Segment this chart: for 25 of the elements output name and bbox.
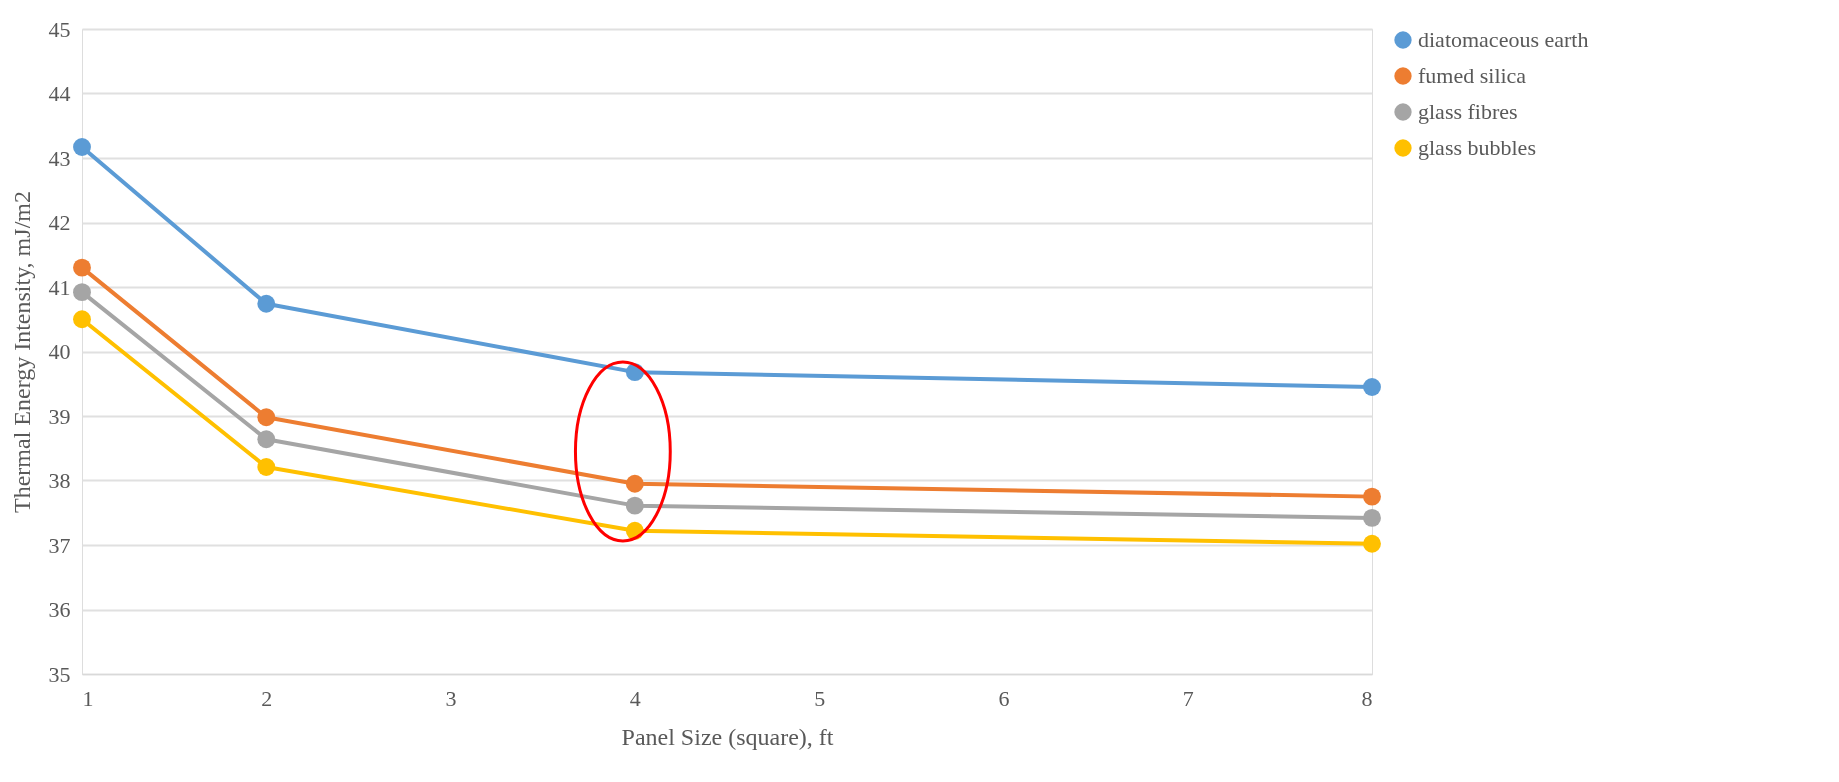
x-tick-label: 6 — [998, 685, 1010, 711]
y-tick-label: 40 — [48, 339, 71, 364]
y-tick-label: 43 — [48, 145, 71, 171]
y-tick-label: 41 — [48, 274, 71, 300]
legend-label: glass bubbles — [1418, 135, 1536, 160]
x-tick-label: 3 — [445, 685, 457, 711]
y-tick-label: 35 — [48, 661, 71, 687]
y-tick-label: 42 — [48, 210, 71, 235]
x-tick-label: 2 — [261, 685, 273, 711]
y-tick-label: 37 — [48, 532, 71, 558]
y-tick-label: 44 — [48, 81, 71, 106]
y-tick-label: 36 — [48, 597, 71, 622]
y-tick-label: 45 — [48, 16, 71, 42]
x-tick-label: 8 — [1361, 685, 1373, 711]
legend-label: diatomaceous earth — [1418, 27, 1589, 52]
y-tick-label: 39 — [48, 403, 71, 429]
y-tick-label: 38 — [48, 468, 71, 493]
x-tick-label: 7 — [1182, 685, 1194, 711]
y-axis-title: Thermal Energy Intensity, mJ/m2 — [8, 191, 35, 513]
x-axis-title: Panel Size (square), ft — [621, 723, 834, 750]
legend-label: fumed silica — [1418, 63, 1527, 88]
x-tick-label: 5 — [814, 685, 826, 711]
legend-label: glass fibres — [1418, 99, 1518, 124]
x-tick-label: 1 — [82, 685, 94, 711]
x-tick-label: 4 — [629, 685, 641, 711]
